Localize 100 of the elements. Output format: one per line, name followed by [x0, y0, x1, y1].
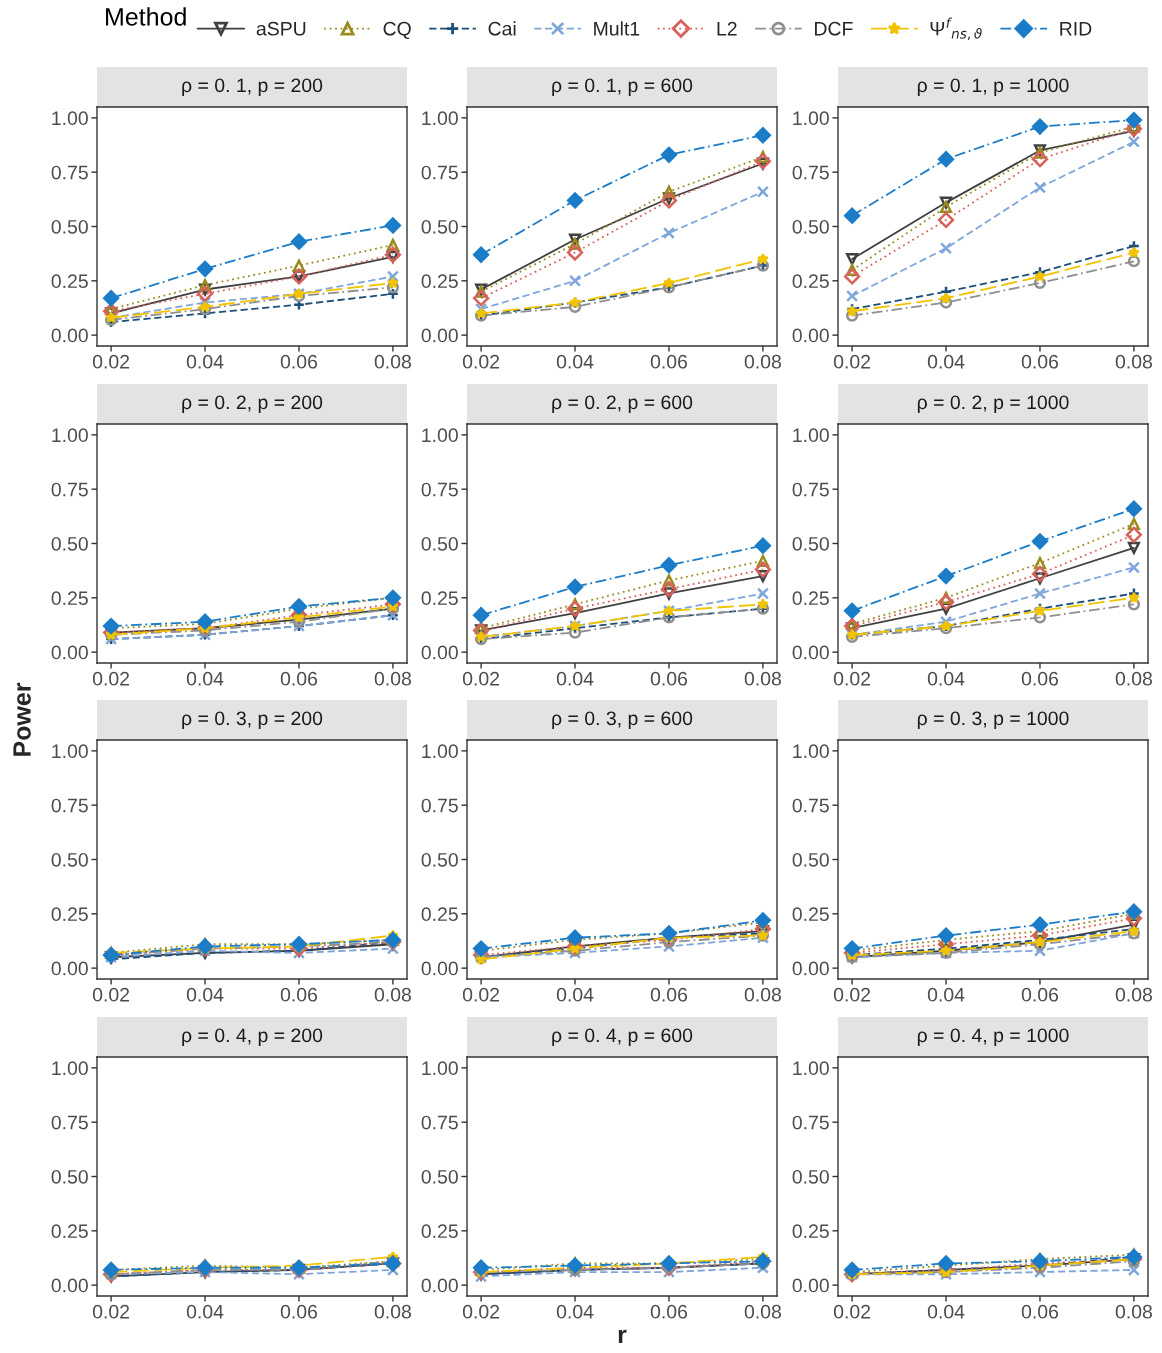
y-tick-label: 0.00: [792, 645, 829, 660]
y-tick-label: 0.25: [51, 1224, 88, 1239]
legend-label: aSPU: [256, 21, 306, 36]
x-tick-label: 0.02: [92, 671, 130, 686]
x-tick-label: 0.04: [556, 987, 594, 1002]
y-tick-label: 0.00: [51, 961, 88, 976]
y-tick-label: 1.00: [52, 111, 88, 126]
x-tick-label: 0.02: [92, 1304, 130, 1319]
legend-label: Cai: [488, 21, 516, 36]
legend-label: CQ: [383, 21, 411, 40]
x-tick-label: 0.06: [1021, 354, 1059, 369]
x-tick-label: 0.02: [833, 354, 871, 369]
x-tick-label: 0.08: [374, 671, 411, 686]
y-tick-label: 0.50: [792, 536, 829, 551]
y-tick-label: 1.00: [422, 111, 458, 126]
legend-title: Method: [106, 7, 186, 26]
y-tick-label: 1.00: [793, 428, 829, 443]
y-tick-label: 0.00: [51, 328, 88, 343]
y-tick-label: 1.00: [793, 111, 829, 126]
y-tick-label: 0.75: [792, 165, 829, 180]
x-tick-label: 0.06: [650, 987, 688, 1002]
x-tick-label: 0.04: [186, 1304, 224, 1319]
x-tick-label: 0.08: [374, 1304, 411, 1319]
x-tick-label: 0.02: [462, 354, 500, 369]
y-tick-label: 0.75: [421, 1115, 458, 1130]
x-tick-label: 0.04: [556, 1304, 594, 1319]
chart-title: ρ = 0. 1, p = 1000: [917, 78, 1069, 97]
y-tick-label: 0.50: [51, 536, 88, 551]
x-tick-label: 0.06: [650, 671, 688, 686]
chart-title: ρ = 0. 1, p = 600: [552, 78, 693, 97]
y-tick-label: 0.25: [421, 1224, 458, 1239]
y-tick-label: 0.75: [792, 798, 829, 813]
y-tick-label: 0.75: [51, 1115, 88, 1130]
y-tick-label: 0.00: [792, 328, 829, 343]
chart-title: ρ = 0. 2, p = 1000: [917, 395, 1069, 414]
chart-title: ρ = 0. 4, p = 1000: [917, 1028, 1069, 1047]
x-tick-label: 0.06: [1021, 987, 1059, 1002]
y-tick-label: 0.25: [51, 907, 88, 922]
y-tick-label: 0.00: [51, 645, 88, 660]
y-tick-label: 0.50: [792, 219, 829, 234]
chart-title: ρ = 0. 1, p = 200: [182, 78, 323, 97]
x-tick-label: 0.04: [186, 354, 224, 369]
y-tick-label: 0.50: [421, 219, 458, 234]
x-tick-label: 0.02: [462, 671, 500, 686]
y-tick-label: 1.00: [422, 428, 458, 443]
y-tick-label: 0.00: [421, 1278, 458, 1293]
y-tick-label: 1.00: [52, 1061, 88, 1076]
y-tick-label: 0.25: [421, 907, 458, 922]
y-tick-label: 0.50: [792, 852, 829, 867]
x-tick-label: 0.06: [280, 1304, 318, 1319]
x-tick-label: 0.08: [1115, 987, 1152, 1002]
y-tick-label: 0.50: [51, 219, 88, 234]
legend-label: DCF: [815, 21, 853, 36]
y-tick-label: 0.50: [51, 852, 88, 867]
x-tick-label: 0.04: [556, 354, 594, 369]
x-tick-label: 0.08: [1115, 354, 1152, 369]
chart-title: ρ = 0. 3, p = 1000: [917, 711, 1069, 730]
x-tick-label: 0.04: [927, 987, 965, 1002]
legend-label: Ψ$^{f}$$_{ns,ϑ}$: [930, 17, 982, 41]
legend-label: Mult1: [594, 21, 640, 36]
y-tick-label: 0.75: [51, 482, 88, 497]
chart-title: ρ = 0. 3, p = 600: [552, 711, 693, 730]
chart-title: ρ = 0. 4, p = 600: [552, 1028, 693, 1047]
x-tick-label: 0.02: [833, 987, 871, 1002]
x-axis-title: r: [618, 1329, 627, 1344]
y-tick-label: 0.25: [51, 591, 88, 606]
y-tick-label: 0.75: [421, 482, 458, 497]
y-tick-label: 0.50: [51, 1169, 88, 1184]
x-tick-label: 0.08: [1115, 671, 1152, 686]
y-tick-label: 0.25: [421, 591, 458, 606]
x-tick-label: 0.04: [186, 987, 224, 1002]
x-tick-label: 0.02: [833, 1304, 871, 1319]
y-tick-label: 0.25: [792, 907, 829, 922]
x-tick-label: 0.04: [186, 671, 224, 686]
chart-title: ρ = 0. 2, p = 200: [182, 395, 323, 414]
chart-title: ρ = 0. 2, p = 600: [552, 395, 693, 414]
x-tick-label: 0.02: [92, 354, 130, 369]
y-tick-label: 0.50: [421, 852, 458, 867]
y-tick-label: 1.00: [52, 744, 88, 759]
y-tick-label: 0.00: [421, 328, 458, 343]
x-tick-label: 0.06: [280, 987, 318, 1002]
x-tick-label: 0.06: [1021, 1304, 1059, 1319]
y-tick-label: 0.00: [421, 961, 458, 976]
chart-title: ρ = 0. 3, p = 200: [182, 711, 323, 730]
x-tick-label: 0.04: [927, 354, 965, 369]
y-tick-label: 0.25: [792, 591, 829, 606]
x-tick-label: 0.06: [650, 354, 688, 369]
x-tick-label: 0.02: [92, 987, 130, 1002]
y-tick-label: 1.00: [793, 1061, 829, 1076]
x-tick-label: 0.04: [927, 1304, 965, 1319]
x-tick-label: 0.06: [280, 354, 318, 369]
y-tick-label: 1.00: [422, 1061, 458, 1076]
y-tick-label: 0.50: [421, 536, 458, 551]
y-tick-label: 0.75: [51, 798, 88, 813]
x-tick-label: 0.04: [927, 671, 965, 686]
x-tick-label: 0.06: [650, 1304, 688, 1319]
x-tick-label: 0.02: [462, 1304, 500, 1319]
y-tick-label: 0.00: [421, 645, 458, 660]
y-tick-label: 0.75: [792, 482, 829, 497]
x-tick-label: 0.06: [1021, 671, 1059, 686]
